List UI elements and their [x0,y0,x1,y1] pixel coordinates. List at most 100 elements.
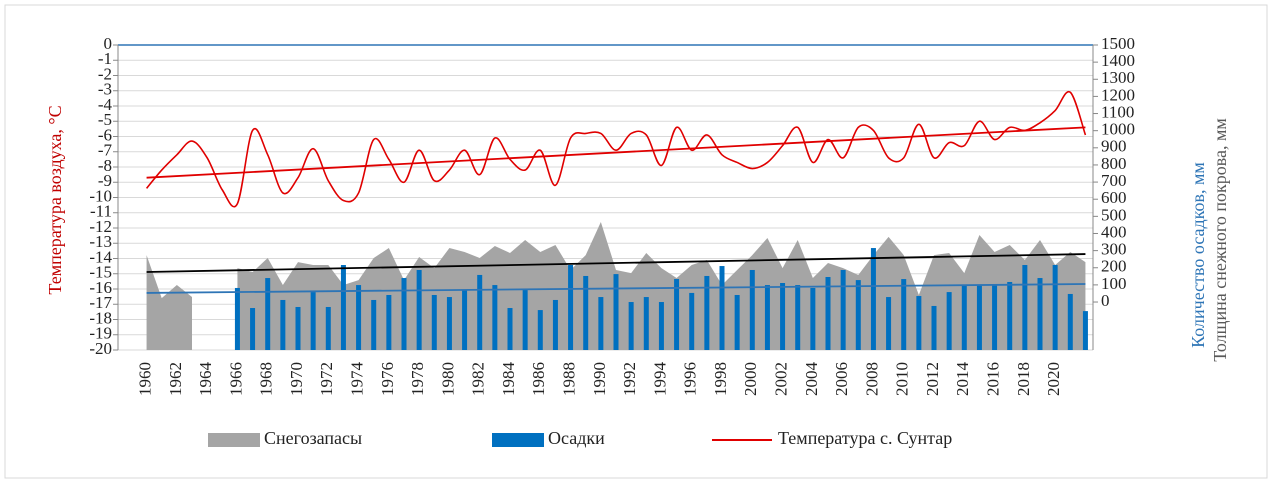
trend-line [146,253,1086,273]
x-tick-label: 1976 [378,362,397,396]
precip-bar [492,285,498,350]
x-tick-label: 2014 [953,362,972,397]
x-tick-label: 1980 [438,362,457,396]
precip-bar [1007,281,1013,350]
y2-tick-label: 400 [1101,222,1127,241]
x-tick-label: 1960 [135,362,154,396]
x-tick-label: 1964 [196,362,215,397]
y-tick-label: -9 [98,171,112,190]
precip-bar [477,274,483,350]
x-tick-label: 2016 [983,362,1002,396]
trend-line [146,283,1086,294]
x-tick-label: 2018 [1014,362,1033,396]
y-tick-label: 0 [104,34,113,53]
precip-bar [371,299,377,350]
precip-bar [1052,265,1058,350]
y-tick-label: -13 [89,232,112,251]
y2-tick-label: 200 [1101,257,1127,276]
precip-bar [1082,311,1088,350]
x-tick-label: 1962 [166,362,185,396]
y-tick-label: -5 [98,110,112,129]
y-tick-label: -17 [89,293,112,312]
precip-bar [310,292,316,350]
y2-axis-title: Толщина снежного покрова, мм [1210,118,1230,362]
precip-bar [537,310,543,350]
y-tick-label: -12 [89,217,112,236]
y-tick-label: -14 [89,247,112,266]
x-tick-label: 1990 [590,362,609,396]
precip-bar [583,275,589,350]
y-tick-label: -6 [98,125,112,144]
y2-tick-label: 0 [1101,291,1110,310]
precip-bar [552,299,558,350]
precip-bar [780,283,786,350]
x-tick-label: 2002 [771,362,790,396]
x-tick-label: 1994 [650,362,669,397]
y2-tick-label: 1200 [1101,85,1135,104]
trend-line [146,126,1086,179]
x-tick-label: 2000 [741,362,760,396]
y2-tick-label: 600 [1101,188,1127,207]
y-tick-label: -10 [89,186,112,205]
precip-bar [1037,278,1043,350]
precip-bar [855,280,861,350]
precip-bar [961,285,967,350]
x-tick-label: 1966 [226,362,245,396]
x-tick-label: 1978 [408,362,427,396]
x-tick-label: 2008 [862,362,881,396]
y-tick-label: -18 [89,308,112,327]
x-tick-label: 2012 [923,362,942,396]
legend-label: Снегозапасы [264,428,362,448]
y-tick-label: -16 [89,278,112,297]
legend-swatch [492,433,544,447]
y-tick-label: -7 [98,141,113,160]
x-tick-label: 2010 [893,362,912,396]
y2-axis-title: Количество осадков, мм [1188,162,1208,348]
y2-tick-label: 700 [1101,171,1127,190]
y2-tick-label: 1500 [1101,34,1135,53]
precip-bar [416,269,422,350]
x-tick-label: 1986 [529,362,548,396]
y-tick-label: -1 [98,49,112,68]
precip-bar [734,294,740,350]
y2-tick-label: 1100 [1101,102,1134,121]
y-tick-label: -15 [89,263,112,282]
legend-swatch [208,433,260,447]
y2-tick-label: 500 [1101,205,1127,224]
y-tick-label: -19 [89,324,112,343]
precip-bar [810,287,816,350]
precip-bar [628,302,634,350]
temperature-line [145,90,1087,208]
y-tick-label: -8 [98,156,112,175]
y-tick-label: -3 [98,80,112,99]
precip-bar [446,297,452,350]
y2-tick-label: 1000 [1101,120,1135,139]
precip-bar [749,269,755,350]
y2-tick-label: 300 [1101,240,1127,259]
precip-bar [916,296,922,350]
precip-bar [568,265,574,350]
precip-bar [704,275,710,350]
precip-bar [613,274,619,350]
precip-bar [901,279,907,350]
precip-bar [401,278,407,350]
x-tick-label: 2004 [802,362,821,397]
x-tick-label: 2006 [832,362,851,396]
precip-bar [340,265,346,350]
precip-bar [234,287,240,350]
precip-bar [931,305,937,350]
legend-label: Осадки [548,428,605,448]
y2-tick-label: 1300 [1101,68,1135,87]
y-tick-label: -20 [89,339,112,358]
snow-area [146,255,192,350]
precip-bar [522,290,528,350]
precip-bar [658,302,664,350]
y2-tick-label: 1400 [1101,51,1135,70]
precip-bar [265,278,271,350]
precip-bar [870,248,876,350]
precip-bar [674,279,680,350]
y2-tick-label: 100 [1101,274,1127,293]
precip-bar [840,269,846,350]
y2-tick-label: 800 [1101,154,1127,173]
